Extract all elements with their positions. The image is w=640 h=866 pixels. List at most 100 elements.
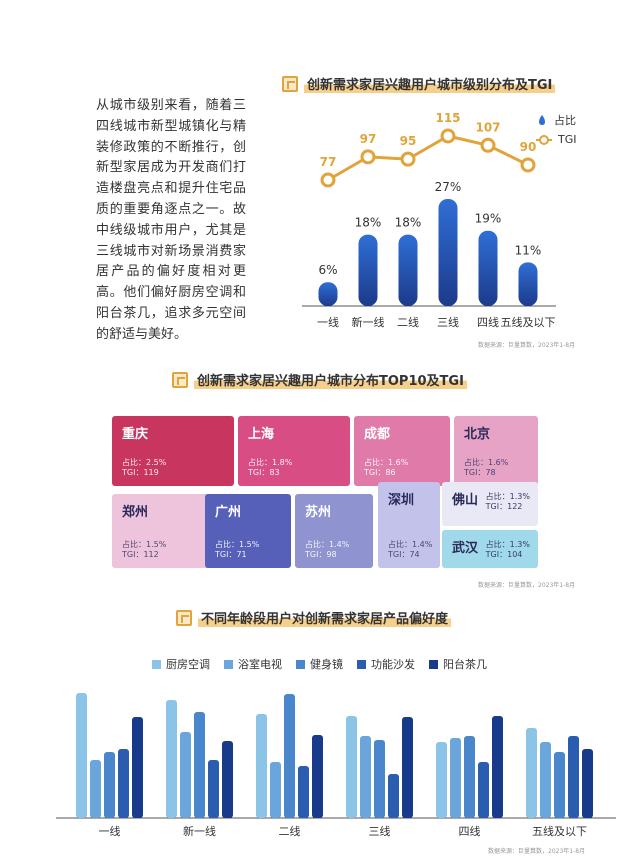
preference-bar	[450, 738, 461, 818]
tgi-label: 107	[475, 120, 500, 134]
tgi-label: 77	[320, 155, 337, 169]
section3-title-text: 不同年龄段用户对创新需求家居产品偏好度	[198, 608, 452, 627]
tgi-label: 115	[435, 111, 460, 125]
intro-paragraph: 从城市级别来看，随着三四线城市新型城镇化与精装修政策的不断推行，创新型家居成为开…	[96, 98, 246, 342]
product-legend: 厨房空调 浴室电视 健身镜 功能沙发 阳台茶几	[152, 656, 487, 672]
category-label: 新一线	[183, 824, 216, 838]
legend-item: 健身镜	[296, 656, 343, 672]
tile-stats: 占比：1.3% TGI：104	[486, 540, 530, 560]
share-bar	[438, 199, 458, 306]
section2-title-text: 创新需求家居兴趣用户城市分布TOP10及TGI	[194, 370, 467, 389]
tgi-point	[480, 137, 496, 153]
treemap-tile: 深圳占比：1.4% TGI：74	[378, 482, 440, 568]
tgi-line	[327, 134, 529, 182]
tile-tgi: TGI：122	[485, 502, 523, 511]
preference-bar	[222, 741, 233, 818]
tile-share: 占比：1.4%	[388, 540, 433, 549]
tile-stats: 占比：1.3% TGI：122	[486, 492, 530, 512]
legend-label: 阳台茶几	[443, 658, 487, 671]
preference-bar	[582, 749, 593, 818]
preference-bar	[166, 700, 177, 818]
preference-bar	[540, 742, 551, 818]
share-label: 18%	[355, 216, 382, 230]
tgi-legend-icon	[536, 134, 552, 145]
tile-tgi: TGI：86	[364, 468, 396, 477]
category-label: 一线	[99, 824, 121, 838]
legend-swatch	[224, 659, 233, 669]
tgi-label: 95	[400, 134, 417, 148]
tile-share: 占比：1.6%	[364, 458, 409, 467]
preference-bar	[256, 714, 267, 818]
section1-title: 创新需求家居兴趣用户城市级别分布及TGI	[282, 74, 556, 93]
tile-tgi: TGI：83	[248, 468, 280, 477]
tile-tgi: TGI：71	[215, 550, 247, 559]
legend-label: 功能沙发	[371, 658, 415, 671]
category-label: 二线	[397, 315, 419, 329]
preference-bar	[374, 740, 385, 818]
category-label: 四线	[477, 315, 499, 329]
preference-bar	[346, 716, 357, 818]
tile-tgi: TGI：119	[122, 468, 159, 477]
preference-bar	[360, 736, 371, 818]
tile-stats: 占比：2.5% TGI：119	[122, 458, 166, 478]
preference-bar	[208, 760, 219, 818]
section2-title: 创新需求家居兴趣用户城市分布TOP10及TGI	[172, 370, 467, 389]
category-label: 五线及以下	[532, 824, 587, 838]
legend-item: 阳台茶几	[429, 656, 487, 672]
preference-bar	[526, 728, 537, 818]
tile-tgi: TGI：98	[305, 550, 337, 559]
tile-city: 苏州	[305, 505, 332, 520]
tgi-point	[360, 149, 376, 165]
legend-tgi: TGI	[536, 133, 577, 146]
section1-title-text: 创新需求家居兴趣用户城市级别分布及TGI	[304, 74, 556, 93]
treemap-tile: 北京占比：1.6% TGI：78	[454, 416, 538, 486]
category-label: 新一线	[352, 315, 385, 329]
legend-swatch	[296, 659, 305, 669]
tile-share: 占比：1.4%	[305, 540, 350, 549]
preference-bar	[312, 735, 323, 818]
preference-bar	[568, 736, 579, 818]
tile-city: 深圳	[388, 493, 415, 508]
tile-share: 占比：1.5%	[122, 540, 167, 549]
section3-title: 不同年龄段用户对创新需求家居产品偏好度	[176, 608, 452, 627]
legend-share: 占比	[536, 112, 576, 128]
tile-tgi: TGI：112	[122, 550, 159, 559]
tile-city: 武汉	[452, 541, 479, 556]
preference-bar	[180, 732, 191, 818]
category-label: 三线	[437, 315, 459, 329]
tile-share: 占比：1.6%	[464, 458, 509, 467]
tile-city: 北京	[464, 427, 491, 442]
tile-stats: 占比：1.6% TGI：86	[364, 458, 408, 478]
preference-bar	[388, 774, 399, 818]
building-icon	[282, 75, 298, 92]
tile-city: 佛山	[452, 493, 479, 508]
tgi-point	[440, 128, 456, 144]
preference-bar	[90, 760, 101, 818]
share-bar	[358, 234, 378, 306]
treemap-tile: 武汉 占比：1.3% TGI：104	[442, 530, 538, 568]
tgi-point	[320, 172, 336, 188]
preference-bar	[402, 717, 413, 818]
legend-share-label: 占比	[554, 114, 576, 127]
tgi-point	[400, 151, 416, 167]
tile-tgi: TGI：78	[464, 468, 496, 477]
share-bar	[518, 262, 538, 306]
preference-bar	[194, 712, 205, 818]
tile-stats: 占比：1.4% TGI：74	[388, 540, 432, 560]
tile-share: 占比：1.5%	[215, 540, 260, 549]
preference-bar	[132, 717, 143, 818]
legend-swatch	[429, 659, 438, 669]
age-group-chart: 一线 新一线 二线 三线 四线 五线及以下	[56, 693, 616, 838]
preference-bar	[492, 716, 503, 818]
tile-share: 占比：1.3%	[485, 492, 530, 501]
legend-tgi-label: TGI	[558, 133, 577, 146]
tile-city: 广州	[215, 505, 242, 520]
tile-city: 重庆	[122, 427, 149, 442]
tile-stats: 占比：1.6% TGI：78	[464, 458, 508, 478]
treemap-tile: 佛山 占比：1.3% TGI：122	[442, 482, 538, 526]
share-label: 27%	[435, 180, 462, 194]
preference-bar	[298, 766, 309, 818]
legend-label: 厨房空调	[166, 658, 210, 671]
building-icon	[172, 371, 188, 388]
legend-label: 浴室电视	[238, 658, 282, 671]
